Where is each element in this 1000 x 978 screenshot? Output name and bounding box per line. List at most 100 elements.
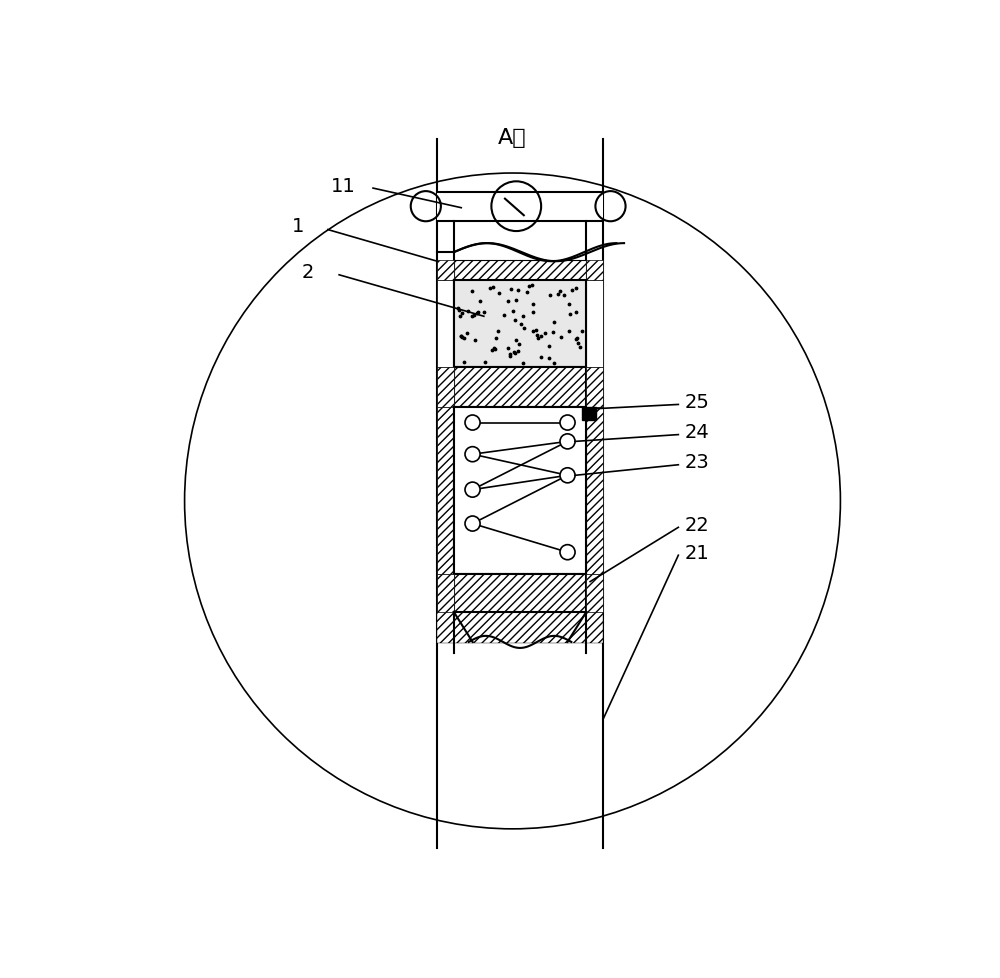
Circle shape: [465, 482, 480, 498]
Point: [510, 344, 526, 360]
Point: [513, 317, 529, 333]
Point: [485, 280, 501, 295]
Point: [516, 321, 532, 336]
Point: [450, 301, 466, 317]
Point: [508, 292, 524, 308]
Point: [464, 308, 480, 324]
Point: [470, 305, 486, 321]
Bar: [437, 407, 454, 574]
Point: [546, 355, 562, 371]
Bar: [586, 407, 603, 574]
Point: [500, 340, 516, 356]
Point: [525, 297, 541, 313]
Point: [459, 326, 475, 341]
Point: [510, 283, 526, 298]
Point: [556, 288, 572, 303]
Point: [533, 350, 549, 366]
Point: [521, 279, 537, 294]
Point: [451, 303, 467, 319]
Point: [503, 283, 519, 298]
Point: [486, 340, 502, 356]
Point: [541, 339, 557, 355]
Circle shape: [560, 468, 575, 483]
Point: [537, 326, 553, 341]
Point: [525, 324, 541, 339]
Point: [467, 333, 483, 348]
Point: [561, 324, 577, 339]
Point: [572, 339, 588, 355]
Point: [550, 287, 566, 302]
Point: [490, 324, 506, 339]
Point: [568, 333, 584, 348]
Point: [553, 330, 569, 345]
Point: [574, 324, 590, 339]
Point: [466, 307, 482, 323]
Point: [453, 329, 469, 344]
Point: [505, 303, 521, 319]
Point: [568, 304, 584, 320]
Bar: [437, 281, 454, 368]
Circle shape: [465, 416, 480, 430]
Text: 2: 2: [301, 262, 314, 282]
Point: [546, 315, 562, 331]
Point: [511, 336, 527, 352]
Bar: [437, 612, 603, 644]
Point: [456, 331, 472, 346]
Bar: [582, 407, 596, 421]
Point: [502, 347, 518, 363]
Text: 23: 23: [684, 453, 709, 471]
Point: [528, 323, 544, 338]
Point: [454, 306, 470, 322]
Circle shape: [560, 434, 575, 450]
Bar: [454, 368, 586, 407]
Bar: [437, 368, 454, 407]
Point: [507, 346, 523, 362]
Point: [500, 294, 516, 310]
Point: [525, 305, 541, 321]
Point: [464, 284, 480, 299]
Point: [502, 349, 518, 365]
Point: [454, 331, 470, 346]
Point: [477, 355, 493, 371]
Point: [524, 278, 540, 293]
Text: 21: 21: [684, 543, 709, 562]
Point: [456, 355, 472, 371]
Point: [460, 303, 476, 319]
Point: [507, 313, 523, 329]
Point: [561, 296, 577, 312]
Point: [506, 345, 522, 361]
Circle shape: [465, 447, 480, 463]
Text: A处: A处: [498, 127, 527, 148]
Point: [472, 293, 488, 309]
Bar: [586, 281, 603, 368]
Point: [515, 356, 531, 372]
Bar: [437, 193, 603, 221]
Point: [570, 335, 586, 351]
Point: [508, 333, 524, 348]
Point: [545, 326, 561, 341]
Text: 24: 24: [684, 422, 709, 442]
Point: [469, 305, 485, 321]
Point: [487, 341, 503, 357]
Point: [562, 307, 578, 323]
Point: [530, 331, 546, 346]
Bar: [437, 574, 454, 612]
Point: [496, 308, 512, 324]
Point: [542, 288, 558, 303]
Bar: [586, 368, 603, 407]
Point: [515, 308, 531, 324]
Circle shape: [560, 545, 575, 560]
Text: 22: 22: [684, 515, 709, 534]
Bar: [454, 281, 586, 368]
Circle shape: [560, 416, 575, 430]
Point: [452, 309, 468, 325]
Point: [564, 283, 580, 298]
Bar: [454, 260, 586, 281]
Point: [568, 281, 584, 296]
Point: [484, 342, 500, 358]
Point: [453, 330, 469, 345]
Text: 25: 25: [684, 392, 709, 412]
Point: [569, 331, 585, 346]
Point: [552, 284, 568, 299]
Bar: [437, 260, 454, 281]
